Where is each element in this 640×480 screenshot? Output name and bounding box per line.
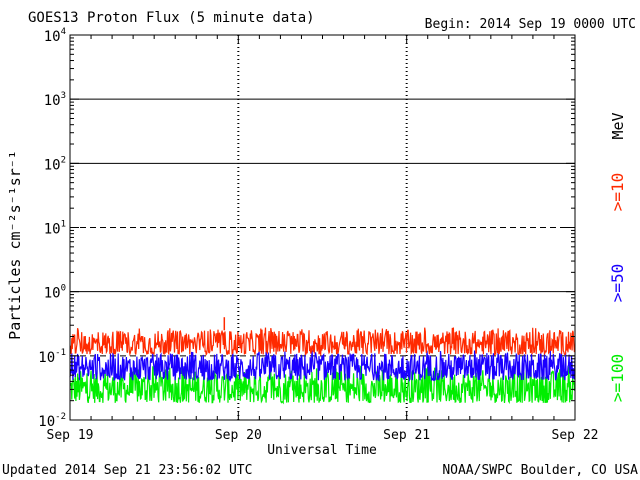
x-tick-label: Sep 19	[47, 428, 94, 443]
y-tick-label: 100	[44, 284, 66, 302]
x-axis-label: Universal Time	[267, 443, 377, 458]
x-axis: Sep 19 Sep 20 Sep 21 Sep 22	[47, 35, 599, 443]
x-tick-label: Sep 22	[552, 428, 599, 443]
y-tick-label: 104	[44, 27, 66, 45]
legend-entry: >=10	[608, 173, 627, 212]
chart-title: GOES13 Proton Flux (5 minute data)	[28, 10, 315, 26]
series-line	[69, 350, 576, 383]
footer-updated: Updated 2014 Sep 21 23:56:02 UTC	[2, 463, 252, 478]
y-tick-label: 101	[44, 220, 66, 238]
legend-entry: >=50	[608, 264, 627, 303]
y-tick-label: 103	[44, 91, 66, 109]
series-line	[69, 365, 576, 405]
y-tick-label: 10-1	[38, 348, 66, 366]
y-axis-label: Particles cm⁻²s⁻¹sr⁻¹	[6, 150, 24, 340]
y-tick-label: 10-2	[38, 412, 66, 430]
footer-credit: NOAA/SWPC Boulder, CO USA	[442, 463, 638, 478]
y-axis: 104 103 102 101 100 10-1 10-2	[38, 27, 575, 430]
chart-begin-time: Begin: 2014 Sep 19 0000 UTC	[425, 17, 636, 32]
series-line	[70, 327, 576, 357]
y-tick-label: 102	[44, 155, 66, 173]
legend-unit: MeV	[609, 112, 627, 139]
legend: MeV >=10 >=50 >=100	[608, 112, 627, 402]
x-tick-label: Sep 21	[383, 428, 430, 443]
legend-entry: >=100	[608, 354, 627, 402]
x-tick-label: Sep 20	[215, 428, 262, 443]
series-group	[69, 317, 576, 405]
